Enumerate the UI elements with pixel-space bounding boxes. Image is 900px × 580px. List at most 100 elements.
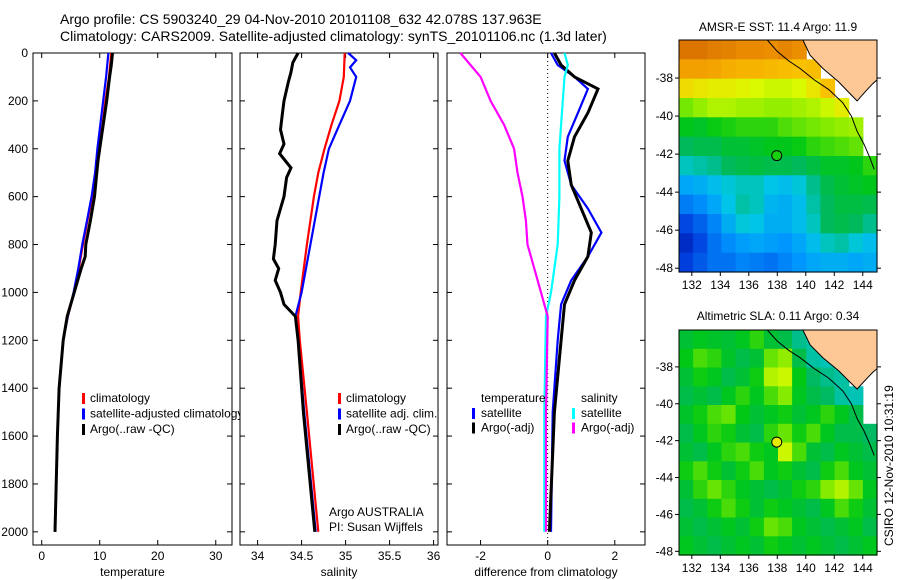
heatmap-cell xyxy=(735,536,751,556)
heatmap-cell xyxy=(749,461,765,481)
x-tick-label: 35.5 xyxy=(378,549,402,563)
x-tick-label: 20 xyxy=(151,549,165,563)
heatmap-cell xyxy=(693,98,708,118)
heatmap-cell xyxy=(778,175,793,196)
heatmap-cell xyxy=(820,480,836,500)
heatmap-cell xyxy=(834,461,850,481)
heatmap-cell xyxy=(820,156,836,176)
heatmap-cell xyxy=(707,117,722,138)
heatmap-cell xyxy=(679,423,694,444)
heatmap-cell xyxy=(862,214,878,234)
heatmap-cell xyxy=(749,117,765,138)
legend-swatch xyxy=(82,393,85,404)
plot-frame xyxy=(239,52,439,546)
x-tick-label: 34.5 xyxy=(290,549,314,563)
x-axis-label: temperature xyxy=(100,565,165,579)
heatmap-cell xyxy=(735,461,751,481)
heatmap-cell xyxy=(820,194,836,215)
heatmap-cell xyxy=(749,78,765,99)
heatmap-cell xyxy=(749,214,765,234)
heatmap-cell xyxy=(848,498,864,519)
heatmap-cell xyxy=(749,386,765,406)
heatmap-cell xyxy=(806,136,821,157)
temperature-panel: 0 200 400 600 800 1000 1200 1400 1600 1800 2000 0 10… xyxy=(1,46,243,579)
heatmap-cell xyxy=(735,442,751,462)
heatmap-cell xyxy=(707,40,722,60)
lon-tick-label: 142 xyxy=(824,278,844,292)
heatmap-cell xyxy=(834,156,850,176)
lat-tick-label: -42 xyxy=(656,147,674,161)
x-tick-label: 2 xyxy=(611,549,618,563)
heatmap-cell xyxy=(679,536,694,556)
heatmap-cell xyxy=(834,405,850,425)
heatmap-cell xyxy=(778,194,793,215)
heatmap-cell xyxy=(848,480,864,500)
legend-label: Argo(..raw -QC) xyxy=(90,422,175,436)
heatmap-cell xyxy=(749,498,765,519)
heatmap-cell xyxy=(679,442,694,462)
lat-tick-label: -46 xyxy=(656,507,674,521)
heatmap-cell xyxy=(778,117,793,138)
heatmap-cell xyxy=(763,252,779,273)
heatmap-cell xyxy=(693,386,708,406)
heatmap-cell xyxy=(806,536,821,556)
lon-tick-label: 138 xyxy=(767,278,787,292)
heatmap-cell xyxy=(735,386,751,406)
heatmap-cell xyxy=(735,367,751,387)
heatmap-cell xyxy=(707,461,722,481)
heatmap-cell xyxy=(735,156,751,176)
lon-tick-label: 132 xyxy=(682,278,702,292)
heatmap-cell xyxy=(820,175,836,196)
heatmap-cell xyxy=(763,156,779,176)
heatmap-cell xyxy=(792,517,807,537)
heatmap-cell xyxy=(834,214,850,234)
heatmap-cell xyxy=(763,405,779,425)
lat-tick-label: -38 xyxy=(656,360,674,374)
legend-header-temperature: temperature xyxy=(481,391,546,405)
heatmap-cell xyxy=(693,117,708,138)
x-axis-label: salinity xyxy=(321,565,358,579)
heatmap-cell xyxy=(735,348,751,369)
heatmap-cell xyxy=(778,423,793,444)
heatmap-cell xyxy=(707,136,722,157)
lon-tick-label: 134 xyxy=(710,278,730,292)
heatmap-cell xyxy=(862,442,878,462)
heatmap-cell xyxy=(806,367,821,387)
heatmap-cell xyxy=(848,423,864,444)
x-tick-label: 0 xyxy=(544,549,551,563)
heatmap-cell xyxy=(834,98,850,118)
heatmap-cell xyxy=(693,536,708,556)
heatmap-cell xyxy=(806,117,821,138)
heatmap-cell xyxy=(862,461,878,481)
legend-header-salinity: salinity xyxy=(581,391,618,405)
heatmap-cell xyxy=(749,423,765,444)
heatmap-cell xyxy=(806,156,821,176)
heatmap-cell xyxy=(778,386,793,406)
heatmap-cell xyxy=(749,233,765,254)
heatmap-cell xyxy=(778,461,793,481)
lon-tick-label: 136 xyxy=(739,561,759,575)
heatmap-cell xyxy=(848,386,864,406)
heatmap-cell xyxy=(763,386,779,406)
heatmap-cell xyxy=(749,405,765,425)
heatmap-cell xyxy=(848,442,864,462)
heatmap-cell xyxy=(792,117,807,138)
legend-swatch xyxy=(82,408,85,420)
heatmap-cell xyxy=(763,98,779,118)
legend-swatch xyxy=(572,408,575,419)
legend-label: Argo(..raw -QC) xyxy=(346,422,431,436)
heatmap-cell xyxy=(707,214,722,234)
heatmap-cell xyxy=(778,214,793,234)
heatmap-cell xyxy=(763,442,779,462)
difference-panel: -2 0 2 difference from climatology temperatu… xyxy=(446,52,646,579)
lat-tick-label: -40 xyxy=(656,109,674,123)
heatmap-cell xyxy=(763,480,779,500)
heatmap-cell xyxy=(820,517,836,537)
heatmap-cell xyxy=(749,536,765,556)
lon-tick-label: 132 xyxy=(682,561,702,575)
lat-tick-label: -48 xyxy=(656,261,674,275)
x-tick-label: 0 xyxy=(38,549,45,563)
legend-swatch xyxy=(572,422,575,434)
heatmap-cell xyxy=(778,330,793,350)
heatmap-cell xyxy=(848,517,864,537)
